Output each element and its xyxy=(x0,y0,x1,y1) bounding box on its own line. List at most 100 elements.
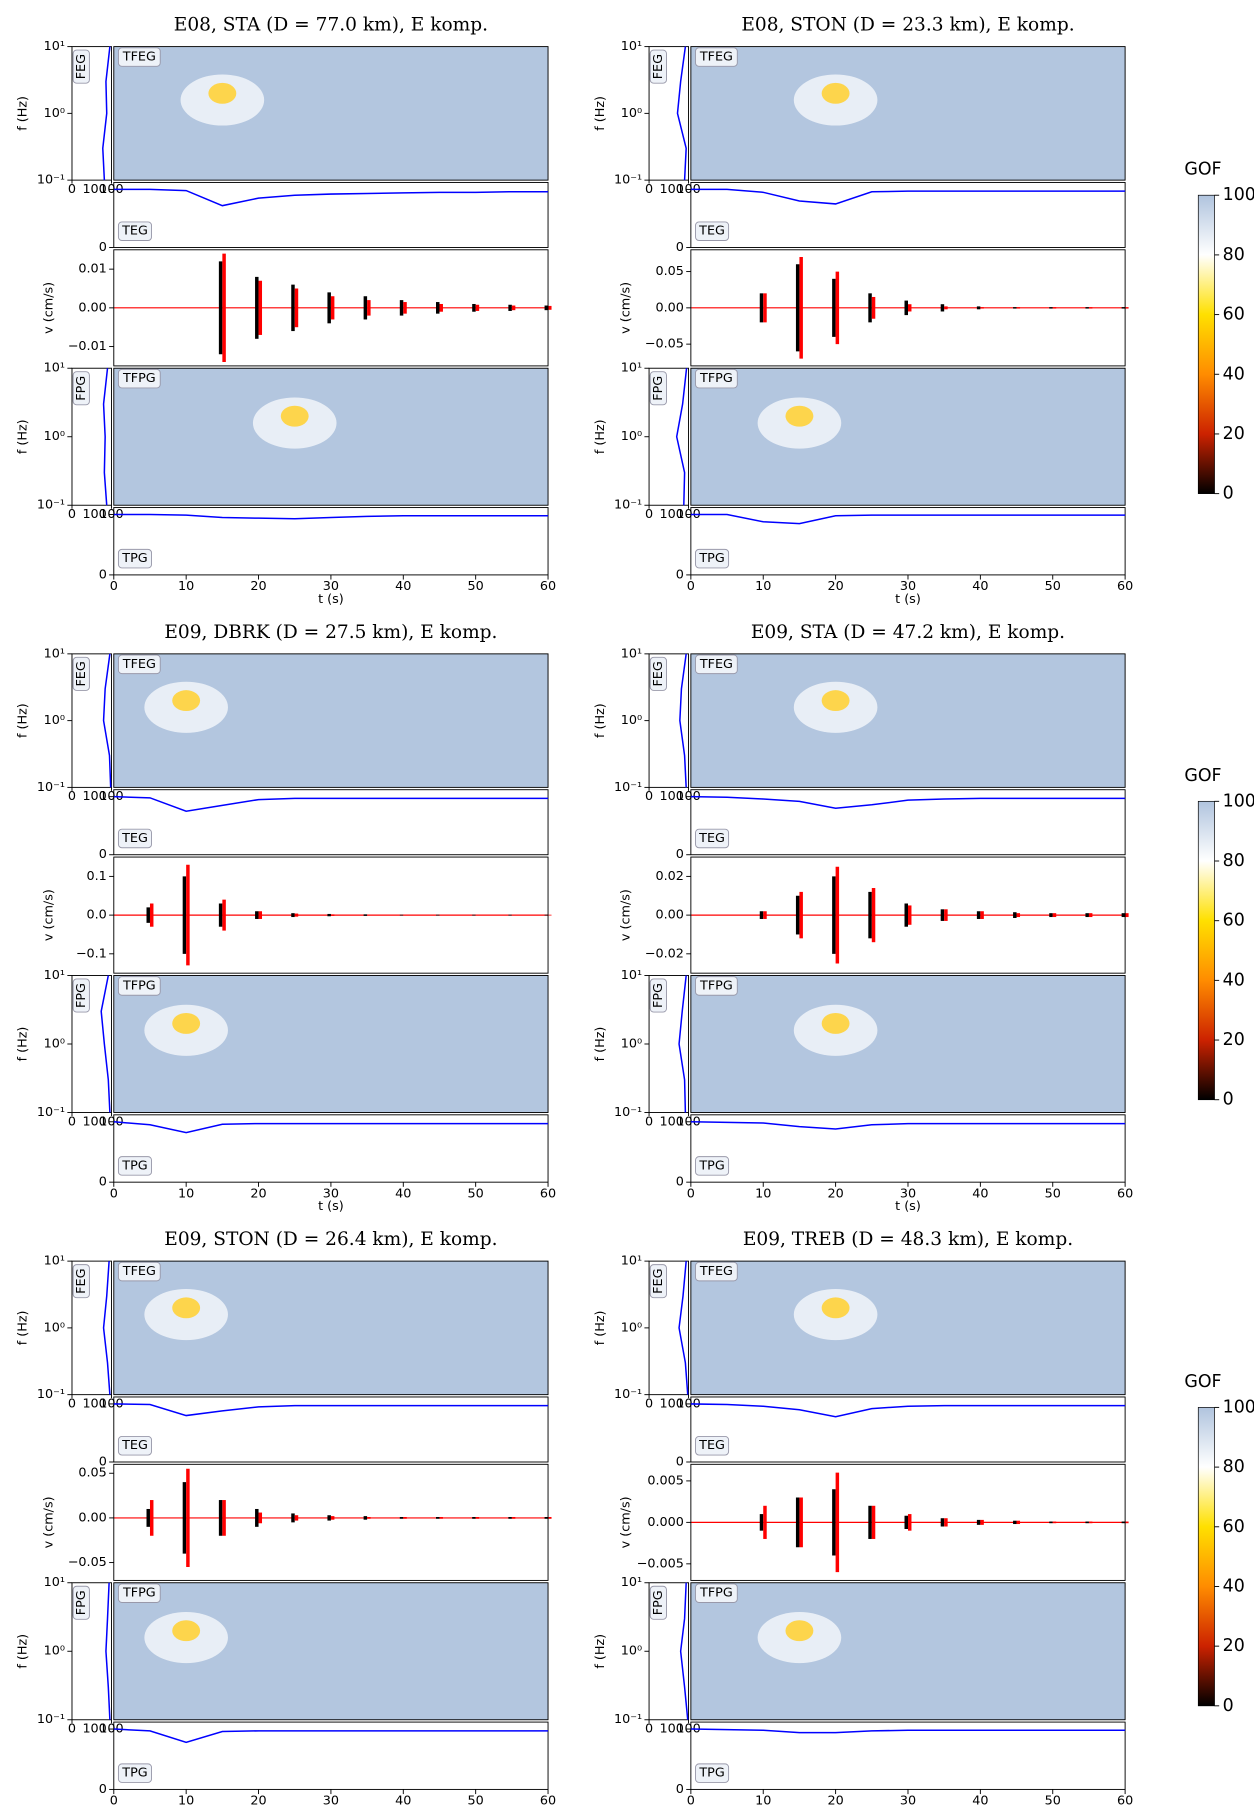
y-axis-label: f (Hz) xyxy=(16,96,31,131)
y-tick-label: 100 xyxy=(660,1722,684,1737)
panel-label: TFEG xyxy=(699,657,733,672)
tf-frame xyxy=(690,1582,1126,1721)
x-tick-label: 60 xyxy=(1117,579,1133,594)
y-tick-label: 10⁻¹ xyxy=(37,173,65,188)
gof-blob xyxy=(821,690,850,712)
colorbar xyxy=(1197,1407,1215,1707)
gof-blob xyxy=(172,690,201,712)
y-tick-label: 100 xyxy=(82,182,106,197)
tf-frame xyxy=(690,367,1126,506)
gof-line xyxy=(113,1728,549,1744)
colorbar-tick-label: 0 xyxy=(1223,1696,1234,1716)
y-axis-label: v (cm/s) xyxy=(41,282,56,334)
colorbar-tick-label: 100 xyxy=(1223,185,1254,205)
label-box xyxy=(117,47,161,67)
side-x-tick-label: 0 xyxy=(645,1114,653,1129)
y-tick-label: 10¹ xyxy=(44,646,65,661)
label-box xyxy=(72,1264,90,1299)
x-axis-label: t (s) xyxy=(895,1199,921,1214)
y-axis-label: f (Hz) xyxy=(593,1634,608,1669)
y-tick-label: 0 xyxy=(99,240,107,255)
label-box xyxy=(695,1435,730,1456)
gof-line xyxy=(113,513,549,520)
x-tick-label: 0 xyxy=(110,579,118,594)
y-tick-label: 100 xyxy=(82,1114,106,1129)
y-tick-label: 10⁰ xyxy=(44,713,65,728)
y-tick-label: 0 xyxy=(99,1175,107,1190)
y-tick-label: 10⁰ xyxy=(621,1320,642,1335)
tf-map xyxy=(690,368,1126,506)
gof-blob xyxy=(821,82,850,104)
x-tick-label: 20 xyxy=(250,1186,266,1201)
tf-frame xyxy=(113,46,549,181)
panel-label: FEG xyxy=(74,1268,89,1293)
gof-frame xyxy=(690,789,1126,856)
y-tick-label: 0 xyxy=(676,847,684,862)
colorbar-tick-label: 60 xyxy=(1223,911,1245,931)
colorbar-tick-label: 0 xyxy=(1223,1090,1234,1110)
gof-frame xyxy=(113,181,549,248)
label-box xyxy=(695,654,738,675)
x-tick-label: 0 xyxy=(110,1794,118,1807)
y-tick-label: 10⁰ xyxy=(621,713,642,728)
y-tick-label: 10⁰ xyxy=(44,1036,65,1051)
label-box xyxy=(117,1156,152,1176)
label-box xyxy=(117,548,152,569)
side-x-tick-label: 0 xyxy=(68,1396,76,1411)
y-tick-label: 0 xyxy=(676,567,684,582)
side-frame xyxy=(71,46,112,181)
panel-label: TPG xyxy=(121,1766,147,1781)
label-box xyxy=(695,548,730,569)
x-tick-label: 10 xyxy=(755,1186,771,1201)
gof-line xyxy=(690,188,1126,205)
y-axis-label: f (Hz) xyxy=(593,703,608,738)
y-tick-label: 100 xyxy=(82,507,106,522)
panel-title: E09, STA (D = 47.2 km), E komp. xyxy=(751,622,1065,643)
y-tick-label: 10¹ xyxy=(621,361,642,376)
label-box xyxy=(695,221,730,241)
side-x-tick-label: 0 xyxy=(68,182,76,197)
y-tick-label: 10¹ xyxy=(44,1575,65,1590)
x-tick-label: 50 xyxy=(468,1794,484,1807)
side-x-tick-label: 0 xyxy=(645,1396,653,1411)
y-tick-label: 0.00 xyxy=(78,300,106,315)
x-tick-label: 10 xyxy=(755,1794,771,1807)
gof-frame xyxy=(113,1721,549,1790)
side-frame xyxy=(71,367,112,506)
x-tick-label: 40 xyxy=(395,1794,411,1807)
x-tick-label: 50 xyxy=(468,579,484,594)
y-axis-label: f (Hz) xyxy=(593,1310,608,1345)
label-box xyxy=(695,1156,730,1176)
x-tick-label: 50 xyxy=(1045,1186,1061,1201)
gof-line xyxy=(113,188,549,207)
tf-frame xyxy=(690,975,1126,1113)
side-frame xyxy=(71,975,112,1113)
y-tick-label: 0 xyxy=(676,240,684,255)
colorbar-tick-label: 20 xyxy=(1223,1636,1245,1656)
gof-blob xyxy=(785,405,814,427)
side-gof-line xyxy=(102,46,111,181)
y-tick-label: 10¹ xyxy=(44,39,65,54)
side-gof-line xyxy=(676,46,687,181)
x-tick-label: 10 xyxy=(178,1186,194,1201)
x-tick-label: 30 xyxy=(900,1186,916,1201)
y-tick-label: 10⁰ xyxy=(44,429,65,444)
side-gof-line xyxy=(102,1261,111,1395)
y-tick-label: 10¹ xyxy=(44,968,65,983)
panel-label: TFEG xyxy=(699,1264,733,1279)
gof-frame xyxy=(690,181,1126,248)
x-axis-label: t (s) xyxy=(895,592,921,607)
x-tick-label: 0 xyxy=(687,579,695,594)
gof-line xyxy=(690,513,1126,525)
colorbar-tick-label: 40 xyxy=(1223,364,1245,384)
x-tick-label: 60 xyxy=(1117,1186,1133,1201)
label-box xyxy=(695,828,730,849)
x-tick-label: 60 xyxy=(540,1794,556,1807)
colorbar-tick-label: 60 xyxy=(1223,1517,1245,1537)
y-axis-label: f (Hz) xyxy=(593,1027,608,1062)
y-tick-label: 10⁻¹ xyxy=(37,1712,65,1727)
panel-label: TFPG xyxy=(122,978,156,993)
gof-frame xyxy=(690,507,1126,576)
tf-frame xyxy=(690,1260,1126,1396)
gof-frame xyxy=(690,1721,1126,1790)
